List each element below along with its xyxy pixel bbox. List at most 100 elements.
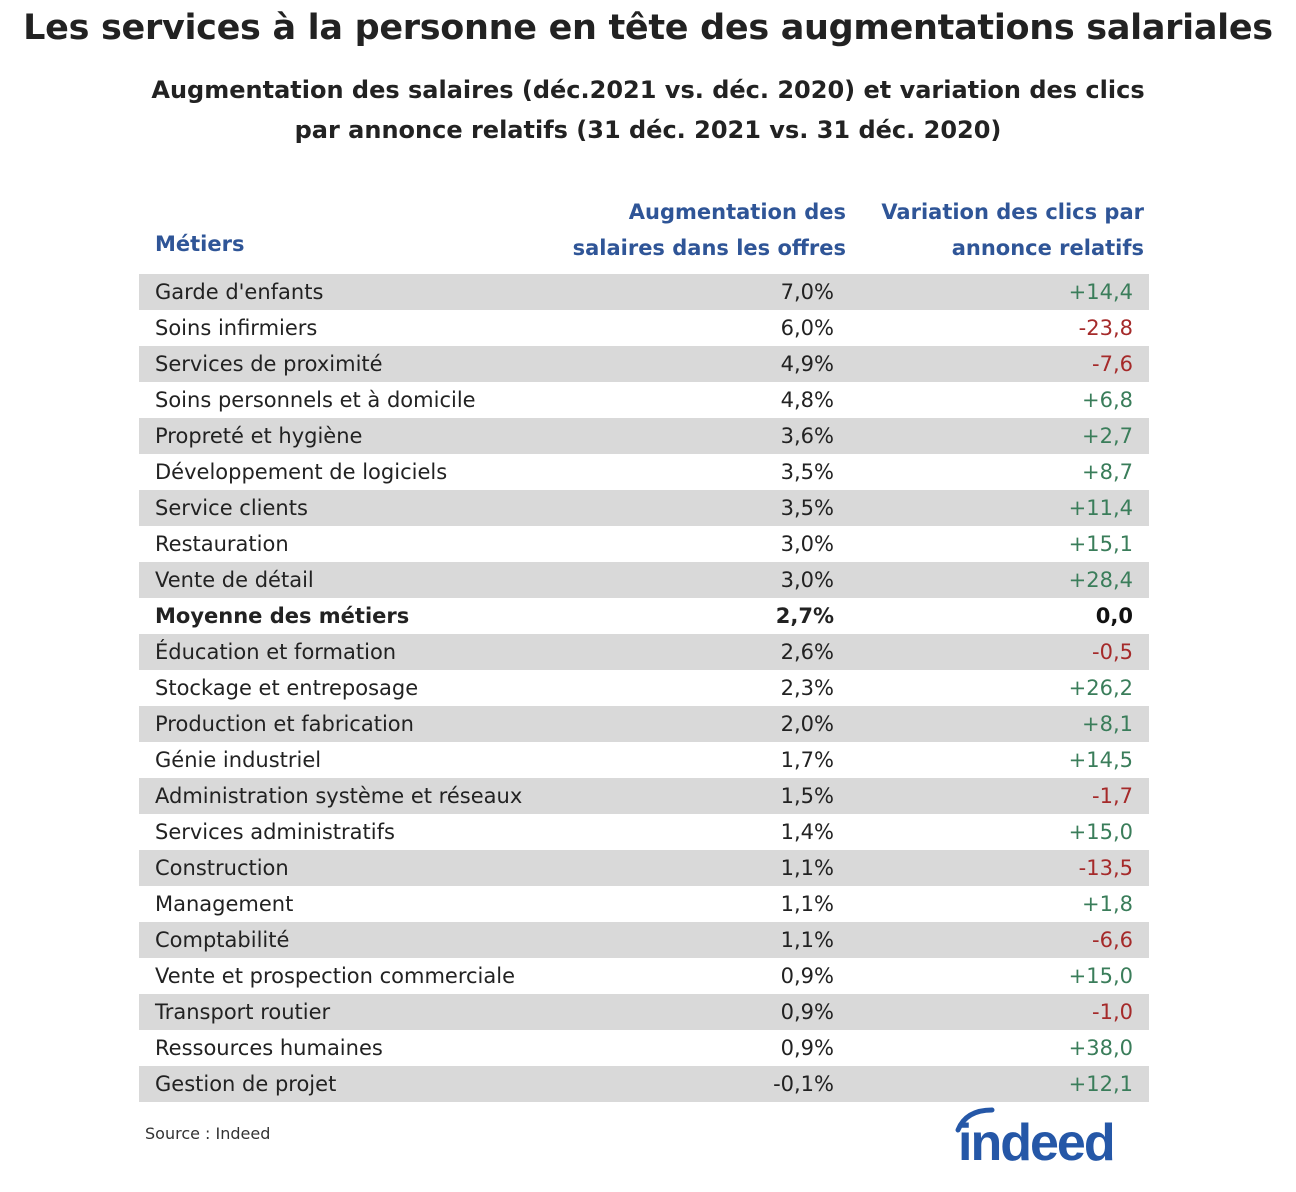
cell-job: Administration système et réseaux bbox=[155, 784, 523, 808]
cell-salary: 4,9% bbox=[780, 352, 834, 376]
cell-job: Garde d'enfants bbox=[155, 280, 324, 304]
table-row: Gestion de projet -0,1% +12,1 bbox=[139, 1066, 1149, 1102]
table-body: Garde d'enfants 7,0% +14,4 Soins infirmiers… bbox=[139, 274, 1149, 1102]
cell-salary: 7,0% bbox=[780, 280, 834, 304]
cell-clicks: -23,8 bbox=[1078, 316, 1133, 340]
table-row: Moyenne des métiers 2,7% 0,0 bbox=[139, 598, 1149, 634]
cell-job: Propreté et hygiène bbox=[155, 424, 363, 448]
cell-job: Services de proximité bbox=[155, 352, 383, 376]
cell-job: Soins infirmiers bbox=[155, 316, 318, 340]
cell-salary: 4,8% bbox=[780, 388, 834, 412]
cell-clicks: -13,5 bbox=[1078, 856, 1133, 880]
cell-salary: 0,9% bbox=[780, 1036, 834, 1060]
cell-salary: 1,1% bbox=[780, 856, 834, 880]
cell-salary: 2,6% bbox=[780, 640, 834, 664]
source-note: Source : Indeed bbox=[145, 1124, 271, 1143]
table-row: Production et fabrication 2,0% +8,1 bbox=[139, 706, 1149, 742]
cell-clicks: +14,4 bbox=[1068, 280, 1133, 304]
cell-clicks: +8,7 bbox=[1082, 460, 1133, 484]
cell-clicks: +12,1 bbox=[1068, 1072, 1133, 1096]
header-clicks-line-2: annonce relatifs bbox=[951, 236, 1144, 260]
cell-salary: 3,0% bbox=[780, 568, 834, 592]
cell-clicks: -7,6 bbox=[1092, 352, 1133, 376]
header-clicks-line-1: Variation des clics par bbox=[881, 200, 1144, 224]
cell-job: Développement de logiciels bbox=[155, 460, 448, 484]
cell-clicks: 0,0 bbox=[1095, 604, 1133, 628]
header-job: Métiers bbox=[155, 232, 245, 256]
data-table: Métiers Augmentation des salaires dans l… bbox=[139, 190, 1149, 1102]
cell-job: Service clients bbox=[155, 496, 308, 520]
cell-job: Soins personnels et à domicile bbox=[155, 388, 476, 412]
table-row: Construction 1,1% -13,5 bbox=[139, 850, 1149, 886]
cell-salary: 2,7% bbox=[775, 604, 834, 628]
cell-clicks: -1,0 bbox=[1092, 1000, 1133, 1024]
cell-clicks: +15,0 bbox=[1068, 820, 1133, 844]
logo-arc bbox=[955, 1107, 995, 1133]
cell-salary: 3,5% bbox=[780, 496, 834, 520]
cell-salary: 2,0% bbox=[780, 712, 834, 736]
cell-job: Transport routier bbox=[155, 1000, 331, 1024]
cell-job: Production et fabrication bbox=[155, 712, 414, 736]
chart-title: Les services à la personne en tête des a… bbox=[23, 8, 1273, 48]
cell-clicks: +8,1 bbox=[1082, 712, 1133, 736]
cell-salary: 1,5% bbox=[780, 784, 834, 808]
table-row: Transport routier 0,9% -1,0 bbox=[139, 994, 1149, 1030]
table-row: Vente de détail 3,0% +28,4 bbox=[139, 562, 1149, 598]
cell-clicks: +6,8 bbox=[1082, 388, 1133, 412]
cell-salary: 0,9% bbox=[780, 1000, 834, 1024]
subtitle-line-2: par annonce relatifs (31 déc. 2021 vs. 3… bbox=[294, 116, 1002, 144]
table-row: Vente et prospection commerciale 0,9% +15,… bbox=[139, 958, 1149, 994]
cell-job: Management bbox=[155, 892, 294, 916]
cell-job: Éducation et formation bbox=[155, 640, 397, 664]
cell-clicks: +2,7 bbox=[1082, 424, 1133, 448]
table-row: Administration système et réseaux 1,5% -1,… bbox=[139, 778, 1149, 814]
table-row: Management 1,1% +1,8 bbox=[139, 886, 1149, 922]
header-salary: Augmentation des salaires dans les offre… bbox=[526, 194, 846, 266]
cell-salary: 1,1% bbox=[780, 892, 834, 916]
cell-job: Ressources humaines bbox=[155, 1036, 383, 1060]
cell-job: Stockage et entreposage bbox=[155, 676, 419, 700]
cell-clicks: +1,8 bbox=[1082, 892, 1133, 916]
cell-salary: 1,4% bbox=[780, 820, 834, 844]
table-row: Stockage et entreposage 2,3% +26,2 bbox=[139, 670, 1149, 706]
cell-job: Comptabilité bbox=[155, 928, 290, 952]
table-row: Services administratifs 1,4% +15,0 bbox=[139, 814, 1149, 850]
table-row: Soins personnels et à domicile 4,8% +6,8 bbox=[139, 382, 1149, 418]
table-row: Propreté et hygiène 3,6% +2,7 bbox=[139, 418, 1149, 454]
cell-job: Moyenne des métiers bbox=[155, 604, 410, 628]
cell-clicks: +14,5 bbox=[1068, 748, 1133, 772]
table-row: Éducation et formation 2,6% -0,5 bbox=[139, 634, 1149, 670]
cell-salary: 3,6% bbox=[780, 424, 834, 448]
table-row: Soins infirmiers 6,0% -23,8 bbox=[139, 310, 1149, 346]
table-row: Ressources humaines 0,9% +38,0 bbox=[139, 1030, 1149, 1066]
indeed-logo: indeed bbox=[955, 1107, 1116, 1172]
cell-salary: -0,1% bbox=[773, 1072, 834, 1096]
cell-salary: 0,9% bbox=[780, 964, 834, 988]
cell-clicks: +11,4 bbox=[1068, 496, 1133, 520]
header-clicks: Variation des clics par annonce relatifs bbox=[844, 194, 1144, 266]
cell-clicks: +15,1 bbox=[1068, 532, 1133, 556]
cell-salary: 1,7% bbox=[780, 748, 834, 772]
cell-clicks: -0,5 bbox=[1092, 640, 1133, 664]
table-header: Métiers Augmentation des salaires dans l… bbox=[139, 190, 1149, 274]
cell-clicks: -1,7 bbox=[1092, 784, 1133, 808]
cell-job: Génie industriel bbox=[155, 748, 322, 772]
cell-salary: 3,0% bbox=[780, 532, 834, 556]
cell-job: Vente de détail bbox=[155, 568, 314, 592]
cell-salary: 1,1% bbox=[780, 928, 834, 952]
cell-clicks: +28,4 bbox=[1068, 568, 1133, 592]
table-row: Restauration 3,0% +15,1 bbox=[139, 526, 1149, 562]
cell-job: Services administratifs bbox=[155, 820, 395, 844]
cell-clicks: +26,2 bbox=[1068, 676, 1133, 700]
cell-job: Construction bbox=[155, 856, 289, 880]
logo-text: indeed bbox=[958, 1114, 1114, 1172]
table-row: Services de proximité 4,9% -7,6 bbox=[139, 346, 1149, 382]
subtitle-line-1: Augmentation des salaires (déc.2021 vs. … bbox=[151, 76, 1145, 104]
table-row: Développement de logiciels 3,5% +8,7 bbox=[139, 454, 1149, 490]
cell-clicks: -6,6 bbox=[1092, 928, 1133, 952]
cell-salary: 3,5% bbox=[780, 460, 834, 484]
cell-clicks: +15,0 bbox=[1068, 964, 1133, 988]
table-row: Service clients 3,5% +11,4 bbox=[139, 490, 1149, 526]
cell-salary: 2,3% bbox=[780, 676, 834, 700]
cell-clicks: +38,0 bbox=[1068, 1036, 1133, 1060]
